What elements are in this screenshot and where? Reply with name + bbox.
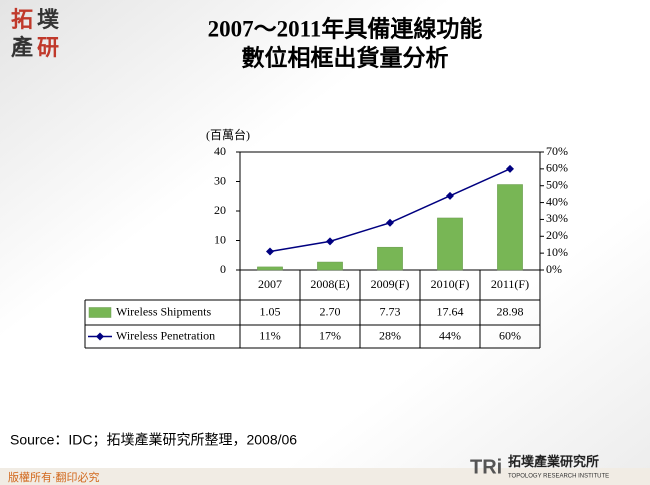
legend-symbol: [96, 332, 104, 341]
y2-tick-label: 60%: [546, 161, 568, 175]
logo: 拓 墣 產 研: [11, 7, 59, 60]
y-tick-label: 10: [214, 232, 226, 246]
y2-tick-label: 10%: [546, 245, 568, 259]
x-tick-label: 2008(E): [310, 277, 349, 291]
marker: [386, 218, 394, 227]
x-tick-label: 2011(F): [491, 277, 529, 291]
data-label: 44%: [439, 328, 461, 342]
bar: [497, 184, 523, 271]
org-name: 拓墣產業研究所: [508, 454, 599, 469]
y2-tick-label: 70%: [546, 144, 568, 158]
bar: [437, 217, 463, 271]
chart-title: 2007～2011年具備連線功能: [208, 15, 483, 41]
x-tick-label: 2007: [258, 277, 282, 291]
y-tick-label: 20: [214, 203, 226, 217]
footer-bar: [0, 468, 650, 485]
y-tick-label: 0: [220, 262, 226, 276]
bar: [377, 246, 403, 271]
chart-title: 數位相框出貨量分析: [242, 44, 449, 70]
y2-tick-label: 30%: [546, 211, 568, 225]
org-english: TOPOLOGY RESEARCH INSTITUTE: [508, 474, 609, 480]
bar: [317, 261, 343, 271]
y-tick-label: 30: [214, 173, 226, 187]
y-tick-label: 40: [214, 144, 226, 158]
data-label: 17%: [319, 328, 341, 342]
data-label: 11%: [259, 328, 281, 342]
data-label: 28.98: [497, 304, 524, 318]
legend-label: Wireless Shipments: [116, 304, 212, 318]
y2-tick-label: 0%: [546, 262, 562, 276]
marker: [266, 247, 274, 256]
marker: [506, 164, 514, 173]
chart: 0 10 20 30 40 0% 10% 20% 30% 40% 50% 60% 70% 2007 2008…: [84, 144, 568, 349]
data-label: 17.64: [437, 304, 464, 318]
data-label: 2.70: [320, 304, 341, 318]
copyright: 版權所有‧翻印必究: [8, 470, 100, 484]
y2-tick-label: 20%: [546, 228, 568, 242]
logo-char: 產: [11, 35, 33, 60]
x-tick-label: 2009(F): [371, 277, 410, 291]
legend-label: Wireless Penetration: [116, 328, 215, 342]
x-tick-label: 2010(F): [431, 277, 470, 291]
logo-char: 拓: [11, 7, 33, 32]
logo-char: 研: [37, 35, 59, 60]
legend-symbol: [88, 307, 112, 318]
y2-tick-label: 50%: [546, 177, 568, 191]
data-label: 28%: [379, 328, 401, 342]
logo-char: 墣: [37, 7, 59, 32]
source: Source：IDC；拓墣產業研究所整理，2008/06: [10, 432, 297, 449]
data-label: 60%: [499, 328, 521, 342]
marker: [446, 191, 454, 200]
bar: [257, 266, 283, 271]
data-label: 1.05: [260, 304, 281, 318]
footer-mark: TRi: [470, 456, 502, 478]
y-axis-label: (百萬台): [206, 127, 250, 142]
marker: [326, 237, 334, 246]
y2-tick-label: 40%: [546, 194, 568, 208]
data-label: 7.73: [380, 304, 401, 318]
